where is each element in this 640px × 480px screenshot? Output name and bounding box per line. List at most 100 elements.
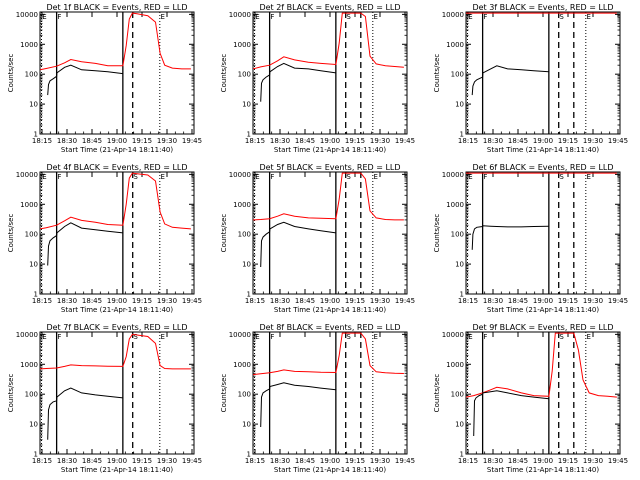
marker-letter: F bbox=[57, 333, 61, 341]
x-axis-label: Start Time (21-Apr-14 18:11:40) bbox=[61, 306, 173, 314]
y-axis-label: Counts/sec bbox=[220, 374, 228, 413]
x-tick-label: 19:15 bbox=[132, 297, 152, 305]
x-tick-label: 19:00 bbox=[533, 457, 553, 465]
panel-title: Det 4f BLACK = Events, RED = LLD bbox=[46, 163, 187, 172]
x-axis-label: Start Time (21-Apr-14 18:11:40) bbox=[274, 306, 386, 314]
panel-det-5: Det 5f BLACK = Events, RED = LLD 1 10 100 10… bbox=[220, 163, 415, 314]
x-tick-label: 18:45 bbox=[82, 137, 102, 145]
y-tick-label: 100 bbox=[451, 391, 464, 399]
y-axis-label: Counts/sec bbox=[7, 54, 15, 93]
y-tick-label: 100 bbox=[451, 231, 464, 239]
x-tick-label: 19:15 bbox=[558, 457, 578, 465]
y-tick-label: 1 bbox=[247, 131, 251, 139]
panel-title: Det 3f BLACK = Events, RED = LLD bbox=[472, 3, 613, 12]
series-line-events bbox=[260, 221, 336, 268]
series-line-events bbox=[471, 65, 549, 96]
y-tick-label: 100 bbox=[238, 231, 251, 239]
y-tick-label: 1 bbox=[247, 291, 251, 299]
panel-det-1: Det 1f BLACK = Events, RED = LLD 1 10 100 10… bbox=[7, 3, 202, 154]
y-tick-label: 1 bbox=[34, 131, 38, 139]
panel-title: Det 1f BLACK = Events, RED = LLD bbox=[46, 3, 187, 12]
marker-letter: E bbox=[255, 173, 259, 181]
y-tick-label: 1000 bbox=[233, 41, 251, 49]
x-tick-label: 19:45 bbox=[608, 297, 628, 305]
y-tick-label: 100 bbox=[238, 71, 251, 79]
x-tick-label: 19:15 bbox=[558, 297, 578, 305]
panel-det-7: Det 7f BLACK = Events, RED = LLD 1 10 100 10… bbox=[7, 323, 202, 474]
y-tick-label: 100 bbox=[25, 71, 38, 79]
x-tick-label: 19:45 bbox=[608, 137, 628, 145]
x-tick-label: 18:30 bbox=[483, 457, 503, 465]
x-tick-label: 18:45 bbox=[508, 457, 528, 465]
y-tick-label: 10 bbox=[455, 261, 464, 269]
marker-letter: S bbox=[346, 173, 351, 181]
y-axis-label: Counts/sec bbox=[433, 54, 441, 93]
series-line-lld bbox=[40, 12, 191, 71]
marker-letter: E bbox=[42, 13, 46, 21]
x-tick-label: 18:15 bbox=[245, 297, 265, 305]
panel-det-4: Det 4f BLACK = Events, RED = LLD 1 10 100 10… bbox=[7, 163, 202, 314]
y-tick-label: 10000 bbox=[16, 331, 38, 339]
marker-letter: E bbox=[161, 13, 165, 21]
x-tick-label: 18:30 bbox=[270, 457, 290, 465]
y-tick-label: 10 bbox=[455, 101, 464, 109]
marker-letter: E bbox=[587, 13, 591, 21]
x-tick-label: 18:45 bbox=[508, 297, 528, 305]
series-line-events bbox=[260, 382, 336, 428]
x-tick-label: 19:45 bbox=[395, 137, 415, 145]
marker-letter: S bbox=[133, 173, 138, 181]
marker-letter: E bbox=[161, 173, 165, 181]
series-line-lld bbox=[40, 333, 191, 370]
x-tick-label: 19:30 bbox=[370, 457, 390, 465]
x-axis-label: Start Time (21-Apr-14 18:11:40) bbox=[487, 466, 599, 474]
y-tick-label: 1 bbox=[34, 291, 38, 299]
series-line-lld bbox=[253, 172, 404, 221]
marker-letter: E bbox=[468, 13, 472, 21]
x-tick-label: 19:45 bbox=[182, 137, 202, 145]
x-axis-label: Start Time (21-Apr-14 18:11:40) bbox=[61, 466, 173, 474]
marker-letter: E bbox=[255, 13, 259, 21]
x-tick-label: 19:00 bbox=[107, 137, 127, 145]
series-line-lld bbox=[253, 332, 404, 376]
y-tick-label: 1000 bbox=[20, 41, 38, 49]
x-tick-label: 18:30 bbox=[270, 297, 290, 305]
panel-det-6: Det 6f BLACK = Events, RED = LLD 1 10 100 10… bbox=[433, 163, 628, 314]
y-tick-label: 10 bbox=[29, 421, 38, 429]
y-tick-label: 1000 bbox=[233, 201, 251, 209]
x-tick-label: 18:15 bbox=[32, 137, 52, 145]
x-tick-label: 19:45 bbox=[395, 297, 415, 305]
panel-det-2: Det 2f BLACK = Events, RED = LLD 1 10 100 10… bbox=[220, 3, 415, 154]
y-tick-label: 1000 bbox=[20, 361, 38, 369]
y-tick-label: 100 bbox=[451, 71, 464, 79]
marker-letter: F bbox=[270, 173, 274, 181]
y-tick-label: 10000 bbox=[16, 171, 38, 179]
marker-letter: E bbox=[374, 13, 378, 21]
y-tick-label: 1000 bbox=[446, 41, 464, 49]
y-tick-label: 10000 bbox=[442, 331, 464, 339]
y-tick-label: 1000 bbox=[446, 361, 464, 369]
x-tick-label: 18:30 bbox=[483, 137, 503, 145]
x-tick-label: 19:30 bbox=[583, 457, 603, 465]
x-tick-label: 19:00 bbox=[320, 137, 340, 145]
y-tick-label: 1 bbox=[34, 451, 38, 459]
panel-title: Det 8f BLACK = Events, RED = LLD bbox=[259, 323, 400, 332]
x-tick-label: 18:30 bbox=[57, 457, 77, 465]
panel-title: Det 5f BLACK = Events, RED = LLD bbox=[259, 163, 400, 172]
x-tick-label: 19:45 bbox=[182, 297, 202, 305]
series-line-events bbox=[260, 62, 336, 102]
x-tick-label: 18:30 bbox=[57, 297, 77, 305]
marker-letter: S bbox=[133, 333, 138, 341]
x-tick-label: 18:45 bbox=[82, 457, 102, 465]
marker-letter: S bbox=[559, 173, 564, 181]
x-tick-label: 18:15 bbox=[458, 137, 478, 145]
x-tick-label: 18:45 bbox=[295, 457, 315, 465]
x-tick-label: 19:30 bbox=[157, 137, 177, 145]
y-axis-label: Counts/sec bbox=[7, 374, 15, 413]
marker-letter: F bbox=[57, 13, 61, 21]
series-line-events bbox=[473, 390, 549, 437]
marker-letter: F bbox=[270, 13, 274, 21]
marker-letter: E bbox=[374, 333, 378, 341]
marker-letter: F bbox=[57, 173, 61, 181]
y-tick-label: 1000 bbox=[20, 201, 38, 209]
